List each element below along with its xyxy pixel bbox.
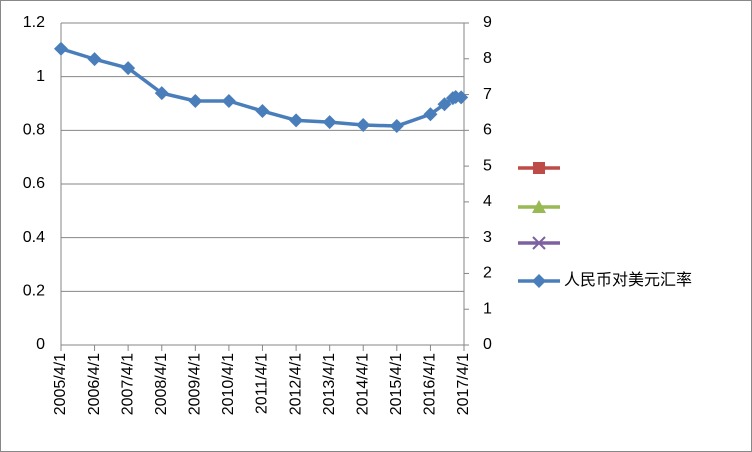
x-tick-label: 2013/4/1 — [321, 353, 338, 415]
data-point — [389, 119, 404, 134]
x-tick-label: 2014/4/1 — [354, 353, 371, 415]
legend-marker — [532, 200, 546, 213]
data-point — [255, 104, 270, 119]
y2-tick-label: 8 — [483, 50, 492, 67]
y2-tick-label: 3 — [483, 229, 492, 246]
y-tick-label: 0 — [36, 336, 45, 353]
data-point — [289, 113, 304, 128]
y2-tick-label: 5 — [483, 157, 492, 174]
y-tick-label: 0.6 — [23, 175, 45, 192]
x-tick-label: 2011/4/1 — [254, 353, 271, 414]
y2-tick-label: 7 — [483, 86, 492, 103]
y2-tick-label: 9 — [483, 14, 492, 31]
y-tick-label: 0.8 — [23, 122, 45, 139]
data-point — [356, 117, 371, 132]
data-point — [54, 41, 68, 56]
legend-label: 人民币对美元汇率 — [564, 271, 692, 289]
data-point — [221, 93, 236, 108]
y-tick-label: 1 — [36, 68, 45, 85]
data-point — [188, 93, 203, 108]
y2-tick-label: 4 — [483, 193, 492, 210]
y2-tick-label: 6 — [483, 122, 492, 139]
data-point — [154, 86, 169, 101]
x-tick-label: 2007/4/1 — [119, 353, 136, 415]
series-line — [60, 47, 462, 128]
x-tick-label: 2009/4/1 — [187, 353, 204, 415]
x-tick-label: 2016/4/1 — [422, 353, 439, 415]
data-point — [322, 115, 337, 130]
x-tick-label: 2012/4/1 — [287, 353, 304, 415]
x-tick-label: 2008/4/1 — [153, 353, 170, 415]
legend-marker — [532, 236, 546, 250]
legend-marker — [533, 162, 545, 174]
x-tick-label: 2010/4/1 — [220, 353, 237, 415]
x-tick-label: 2006/4/1 — [86, 353, 103, 415]
y-tick-label: 0.4 — [23, 229, 45, 246]
x-tick-label: 2005/4/1 — [52, 353, 69, 415]
data-point — [437, 97, 452, 112]
data-point — [121, 61, 136, 76]
x-tick-label: 2017/4/1 — [455, 353, 472, 415]
data-point — [87, 52, 102, 67]
y-tick-label: 0.2 — [23, 283, 45, 300]
data-point — [454, 90, 469, 105]
legend-marker — [532, 274, 546, 288]
data-point — [423, 107, 438, 122]
x-tick-label: 2015/4/1 — [388, 353, 405, 415]
y2-tick-label: 0 — [483, 336, 492, 353]
y2-tick-label: 2 — [483, 265, 492, 282]
y2-tick-label: 1 — [483, 300, 492, 317]
y-tick-label: 1.2 — [23, 14, 45, 31]
